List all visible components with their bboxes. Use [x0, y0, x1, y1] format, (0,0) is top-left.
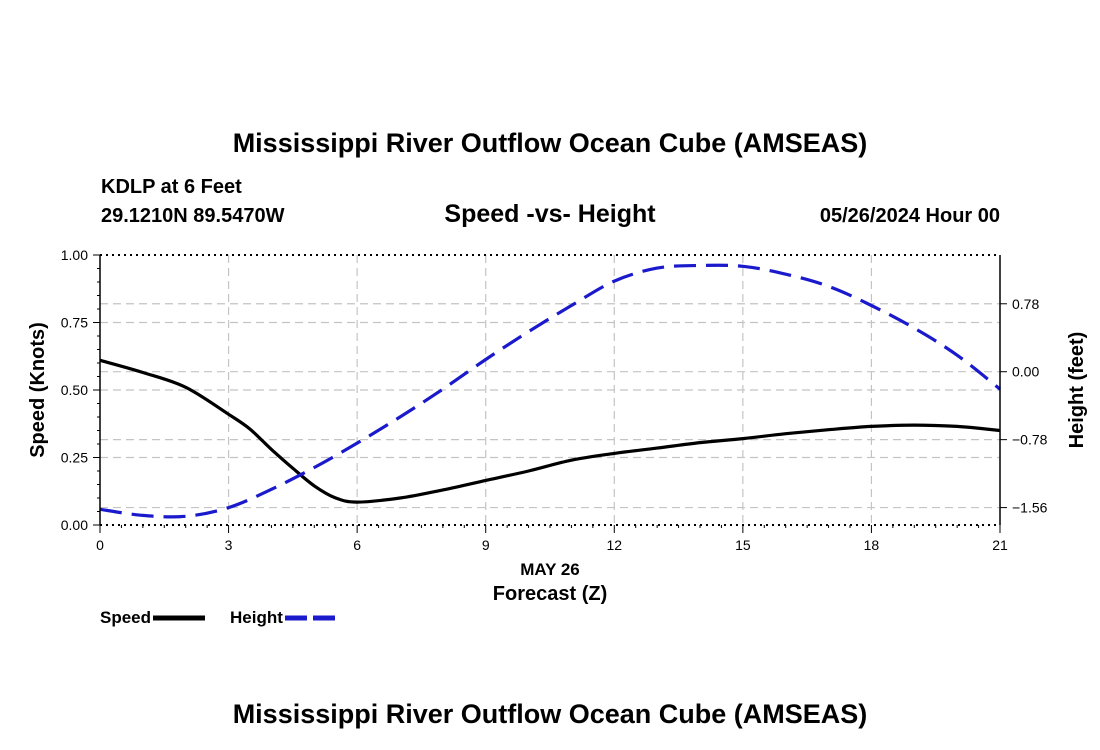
- x-tick-label: 0: [96, 537, 104, 553]
- chart-title: Mississippi River Outflow Ocean Cube (AM…: [232, 128, 868, 158]
- series-line-height: [99, 263, 1001, 519]
- x-tick-label: 12: [606, 537, 622, 553]
- y-tick-label: 0.75: [61, 315, 88, 331]
- x-tick-label: 15: [735, 537, 751, 553]
- x-tick-label: 9: [482, 537, 490, 553]
- x-axis-label: Forecast (Z): [493, 583, 607, 605]
- chart-subtitle: Speed -vs- Height: [444, 200, 656, 228]
- y-tick-label: 0.00: [61, 517, 88, 533]
- station-label: KDLP at 6 Feet: [101, 176, 242, 198]
- y2-tick-label: 0.78: [1012, 296, 1039, 312]
- y2-tick-label: −1.56: [1012, 500, 1048, 516]
- legend-speed-swatch: [153, 615, 206, 621]
- y-tick-label: 1.00: [61, 247, 88, 263]
- y-tick-label: 0.50: [61, 382, 88, 398]
- legend-speed-label: Speed: [100, 608, 152, 627]
- legend-height-swatch: [284, 615, 337, 621]
- legend-speed: Speed: [100, 608, 206, 628]
- legend-height: Height: [230, 608, 337, 628]
- y2-tick-label: 0.00: [1012, 364, 1039, 380]
- series-layer: [99, 263, 1001, 519]
- station-coordinates: 29.1210N 89.5470W: [101, 205, 285, 227]
- series-line-speed: [99, 358, 1001, 504]
- y2-axis-label: Height (feet): [1066, 332, 1088, 449]
- x-tick-label: 6: [353, 537, 361, 553]
- forecast-date: 05/26/2024 Hour 00: [819, 205, 1000, 227]
- y2-tick-label: −0.78: [1012, 432, 1048, 448]
- legend-height-label: Height: [230, 608, 283, 627]
- x-tick-label: 21: [992, 537, 1008, 553]
- footer-title: Mississippi River Outflow Ocean Cube (AM…: [232, 699, 868, 729]
- y-axis-label: Speed (Knots): [27, 322, 49, 458]
- x-axis-sublabel: MAY 26: [520, 560, 580, 579]
- x-tick-label: 3: [225, 537, 233, 553]
- grid: [100, 255, 1000, 525]
- y-tick-label: 0.25: [61, 450, 88, 466]
- x-tick-label: 18: [864, 537, 880, 553]
- axes: 0 3 6 9 12 15 18 21 0.00 0.25 0.50 0.75 1.00 −1.56 −0.…: [61, 247, 1048, 553]
